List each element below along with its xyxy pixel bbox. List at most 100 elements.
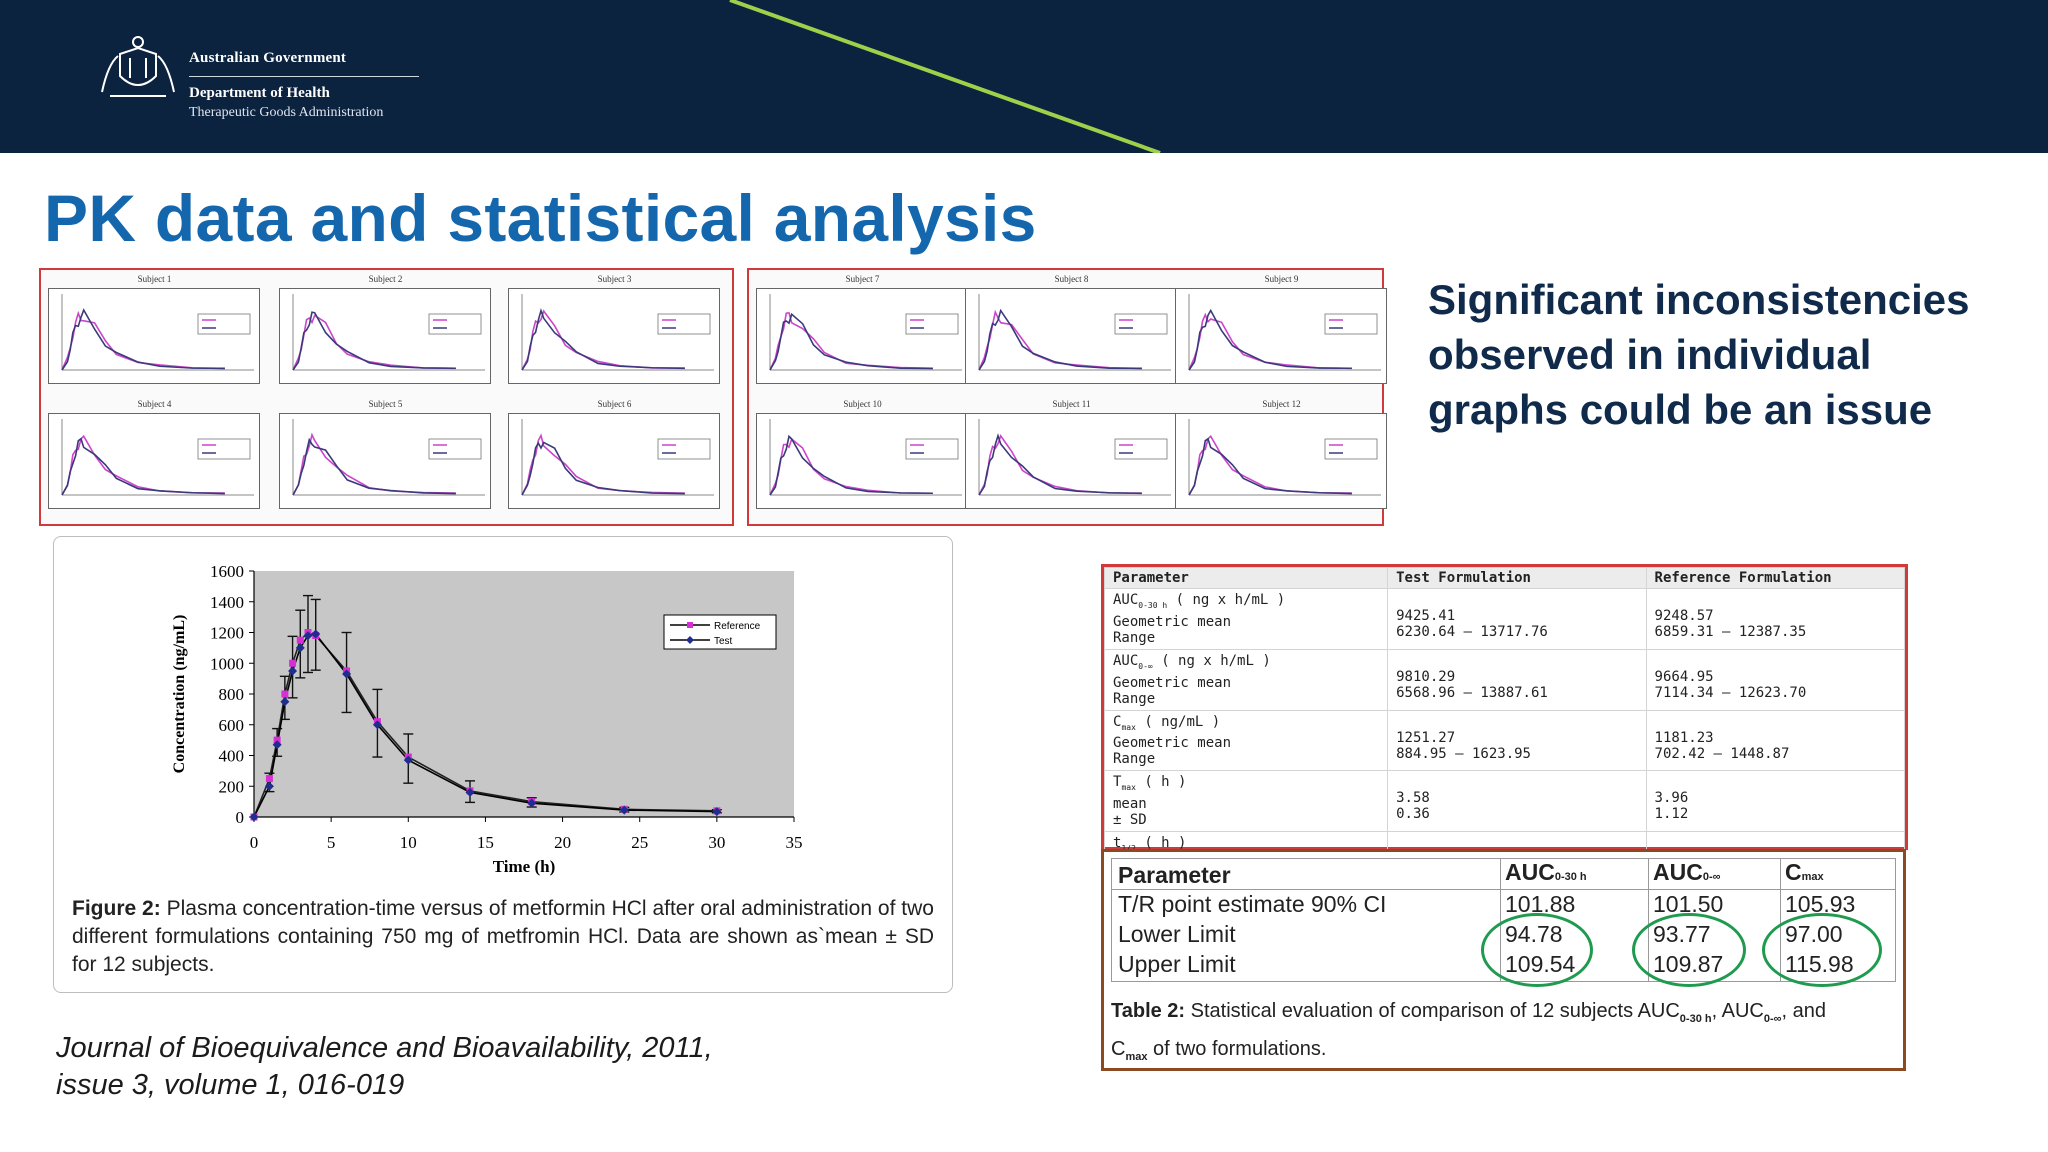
figure-2-panel: 0 200 400 600 800 1000 1200 1400 1600 0 5 10 15 20 25 3… — [53, 536, 953, 993]
callout-text: Significant inconsistencies observed in … — [1428, 276, 1970, 433]
table-row: Cmax ( ng/mL ) Geometric mean Range 1251.27… — [1103, 709, 1906, 772]
table-row: AUC0-∞ ( ng x h/mL ) Geometric mean Range 9… — [1103, 648, 1906, 711]
subject-plot: Subject 6 — [504, 397, 725, 521]
reference-cell: 9248.57 6859.31 – 12387.35 — [1645, 588, 1906, 650]
col-divider — [1780, 859, 1781, 981]
subject-plots-group-1: Subject 1 Subject 2 Subject 3 Subject 4 Subj… — [39, 268, 734, 526]
reference-cell: 9664.95 7114.34 – 12623.70 — [1645, 648, 1906, 711]
y-tick-label: 600 — [219, 716, 245, 735]
subject-plot-title: Subject 9 — [1264, 274, 1299, 284]
org-divider — [189, 76, 419, 77]
subject-plot: Subject 10 — [752, 397, 973, 521]
data-point-test — [249, 812, 259, 822]
subject-series-line — [978, 433, 1142, 496]
legend-label: Reference — [714, 621, 761, 632]
table-header-row: Parameter Test Formulation Reference For… — [1103, 567, 1906, 589]
statistical-evaluation-table: Parameter AUC0-30 h AUC0-∞ Cmax T/R poin… — [1101, 849, 1906, 1071]
data-point-test — [465, 787, 475, 797]
subject-plot-chart — [279, 413, 491, 509]
plot-border — [1175, 288, 1387, 384]
plot-border — [48, 288, 260, 384]
subject-series-line — [769, 434, 933, 496]
plot-legend-box — [428, 438, 482, 460]
x-tick-label: 30 — [708, 833, 725, 852]
subject-plot-title: Subject 7 — [845, 274, 880, 284]
row-divider — [1112, 889, 1895, 890]
table-row: Tmax ( h ) mean ± SD 3.58 0.36 3.96 1.12 — [1103, 770, 1906, 833]
subject-plot: Subject 8 — [961, 272, 1182, 396]
t2-row3-label: Upper Limit — [1118, 951, 1236, 977]
y-tick-label: 800 — [219, 685, 245, 704]
test-cell: 9810.29 6568.96 – 13887.61 — [1387, 648, 1647, 711]
col-divider — [1500, 859, 1501, 981]
plot-legend-box — [1324, 438, 1378, 460]
subject-series-line — [1188, 308, 1352, 371]
mean-concentration-chart: 0 200 400 600 800 1000 1200 1400 1600 0 5 10 15 20 25 3… — [171, 562, 803, 876]
subject-plot-chart — [965, 288, 1177, 384]
subject-plot-chart — [1175, 288, 1387, 384]
subject-plot-title: Subject 10 — [843, 399, 882, 409]
subject-plot-chart — [48, 288, 260, 384]
data-point-reference — [296, 636, 304, 644]
y-tick-label: 0 — [236, 808, 245, 827]
param-cell: AUC0-∞ ( ng x h/mL ) Geometric mean Range — [1103, 648, 1389, 711]
plot-border — [279, 413, 491, 509]
subject-plot-title: Subject 6 — [597, 399, 632, 409]
subject-plot-title: Subject 11 — [1052, 399, 1091, 409]
data-point-test — [619, 805, 629, 815]
subject-plot-chart — [756, 288, 968, 384]
ci-highlight-ring — [1632, 913, 1746, 987]
slide-title: PK data and statistical analysis — [44, 181, 1037, 255]
table-row: AUC0-30 h ( ng x h/mL ) Geometric mean Ran… — [1103, 588, 1906, 650]
data-point-test — [280, 697, 290, 707]
plot-legend-box — [657, 438, 711, 460]
chart-legend: Reference Test — [663, 614, 777, 650]
subject-plot: Subject 4 — [44, 397, 265, 521]
figure-2-caption: Figure 2: Plasma concentration-time vers… — [72, 895, 934, 979]
plot-legend-box — [905, 313, 959, 335]
subject-plot: Subject 11 — [961, 397, 1182, 521]
subject-plot-chart — [48, 413, 260, 509]
t2-row1-cmax: 105.93 — [1785, 891, 1856, 917]
reference-cell: 1181.23 702.42 – 1448.87 — [1645, 709, 1906, 772]
col-divider — [1648, 859, 1649, 981]
org-line-1: Australian Government — [189, 50, 347, 66]
figure-2-text: Plasma concentration-time versus of metf… — [72, 897, 934, 976]
accent-stripe — [729, 0, 1161, 153]
subject-plot-title: Subject 12 — [1262, 399, 1301, 409]
citation-line-2: issue 3, volume 1, 016-019 — [56, 1069, 405, 1101]
plot-border — [279, 288, 491, 384]
subject-plot: Subject 3 — [504, 272, 725, 396]
param-cell: Tmax ( h ) mean ± SD — [1103, 770, 1389, 833]
plot-legend-box — [197, 313, 251, 335]
subject-plot-chart — [279, 288, 491, 384]
data-point-test — [303, 631, 313, 641]
data-point-test — [372, 720, 382, 730]
coat-of-arms-logo — [101, 36, 175, 97]
org-line-3: Therapeutic Goods Administration — [189, 105, 384, 120]
test-cell: 3.58 0.36 — [1387, 770, 1647, 833]
y-tick-label: 1000 — [210, 654, 244, 673]
y-tick-label: 1600 — [210, 562, 244, 581]
data-point-test — [295, 643, 305, 653]
data-point-test — [342, 669, 352, 679]
data-point-reference — [273, 736, 281, 744]
data-point-reference — [289, 659, 297, 667]
data-point-reference — [281, 690, 289, 698]
subject-plot: Subject 7 — [752, 272, 973, 396]
header-test: Test Formulation — [1387, 567, 1647, 589]
test-cell: 1251.27 884.95 – 1623.95 — [1387, 709, 1647, 772]
ci-highlight-ring — [1481, 913, 1593, 987]
param-cell: AUC0-30 h ( ng x h/mL ) Geometric mean Ran… — [1103, 588, 1389, 650]
subject-plot: Subject 9 — [1171, 272, 1392, 396]
subject-plot-chart — [1175, 413, 1387, 509]
subject-series-line — [292, 437, 456, 496]
plot-border — [756, 413, 968, 509]
header-parameter: Parameter — [1103, 567, 1389, 589]
organisation-name: Australian Government Department of Heal… — [189, 50, 419, 121]
data-point-test — [288, 666, 298, 676]
data-point-test — [712, 807, 722, 817]
t2-row2-label: Lower Limit — [1118, 921, 1236, 947]
subject-plot-title: Subject 5 — [368, 399, 403, 409]
subject-plot: Subject 1 — [44, 272, 265, 396]
